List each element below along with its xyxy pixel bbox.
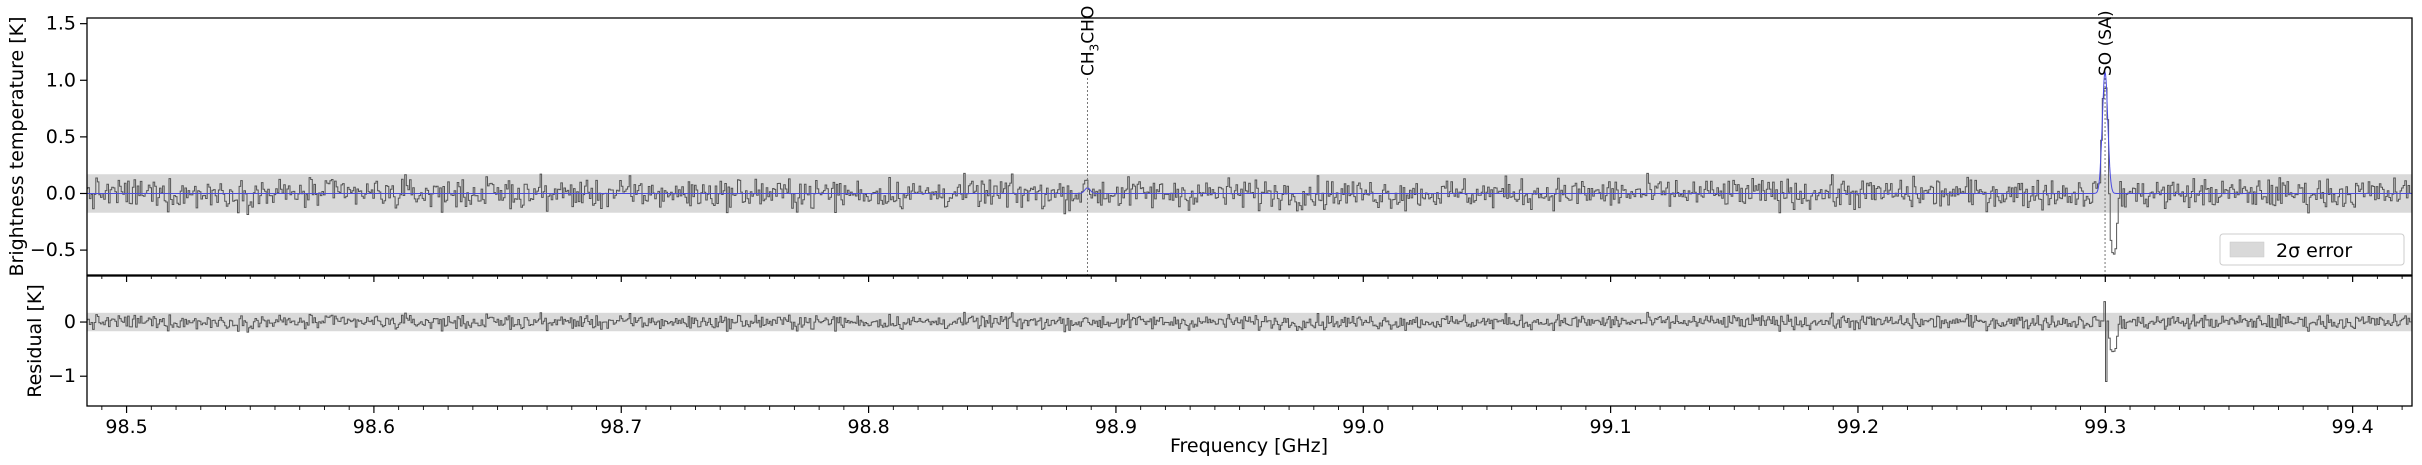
x-tick-label: 99.0 xyxy=(1342,416,1384,438)
legend-frame xyxy=(2219,233,2405,266)
residual-data xyxy=(87,301,2412,382)
line-id-label: SO (SA) xyxy=(2096,10,2116,76)
spectrum-y-ticks: −0.5 0.0 0.5 1.0 1.5 xyxy=(30,13,87,261)
legend-swatch xyxy=(2229,241,2265,258)
x-tick-label: 99.3 xyxy=(2084,416,2126,438)
spectrum-data xyxy=(87,70,2412,255)
x-tick-label: 98.8 xyxy=(847,416,889,438)
model-spectrum-series xyxy=(87,70,2412,194)
line-id-label: CH3CHO xyxy=(1078,6,1101,76)
residual-y-axis-label: Residual [K] xyxy=(24,284,46,398)
residual-y-ticks: −1 0 xyxy=(48,311,87,387)
line-identifications: CH3CHO SO (SA) xyxy=(1078,6,2116,275)
spectrum-y-tick-label: 0.5 xyxy=(46,126,76,148)
spectrum-y-tick-label: 1.5 xyxy=(46,13,76,35)
legend-label-error: 2σ error xyxy=(2276,240,2352,262)
x-tick-label: 98.6 xyxy=(353,416,395,438)
x-tick-label: 98.9 xyxy=(1095,416,1137,438)
residual-axes-frame xyxy=(86,275,2413,407)
residual-series xyxy=(87,301,2412,382)
x-tick-label: 98.7 xyxy=(600,416,642,438)
x-tick-label: 99.1 xyxy=(1589,416,1631,438)
legend: 2σ error xyxy=(2219,233,2405,266)
residual-y-tick-label: −1 xyxy=(48,365,76,387)
residual-x-ticks: 98.5 98.6 98.7 98.8 98.9 99.0 99.1 99.2 99.3 99.4 xyxy=(101,406,2403,438)
x-tick-label: 98.5 xyxy=(105,416,147,438)
spectrum-y-tick-label: 1.0 xyxy=(46,69,76,91)
observed-spectrum-series xyxy=(87,87,2412,255)
spectrum-y-axis-label: Brightness temperature [K] xyxy=(6,17,28,277)
spectrum-panel: CH3CHO SO (SA) −0.5 0.0 0.5 1.0 1.5 Brightnes… xyxy=(6,6,2413,282)
residual-y-tick-label: 0 xyxy=(64,311,76,333)
residual-panel: −1 0 98.5 98.6 98.7 98.8 98.9 99.0 99.1 99.2 99.3… xyxy=(24,275,2413,457)
spectrum-axes-frame xyxy=(86,17,2413,276)
x-tick-label: 99.2 xyxy=(1837,416,1879,438)
spectrum-y-tick-label: −0.5 xyxy=(30,239,76,261)
residual-error-band xyxy=(87,312,2412,332)
x-axis-label: Frequency [GHz] xyxy=(1170,435,1328,457)
x-tick-label: 99.4 xyxy=(2331,416,2373,438)
spectrum-y-tick-label: 0.0 xyxy=(46,182,76,204)
